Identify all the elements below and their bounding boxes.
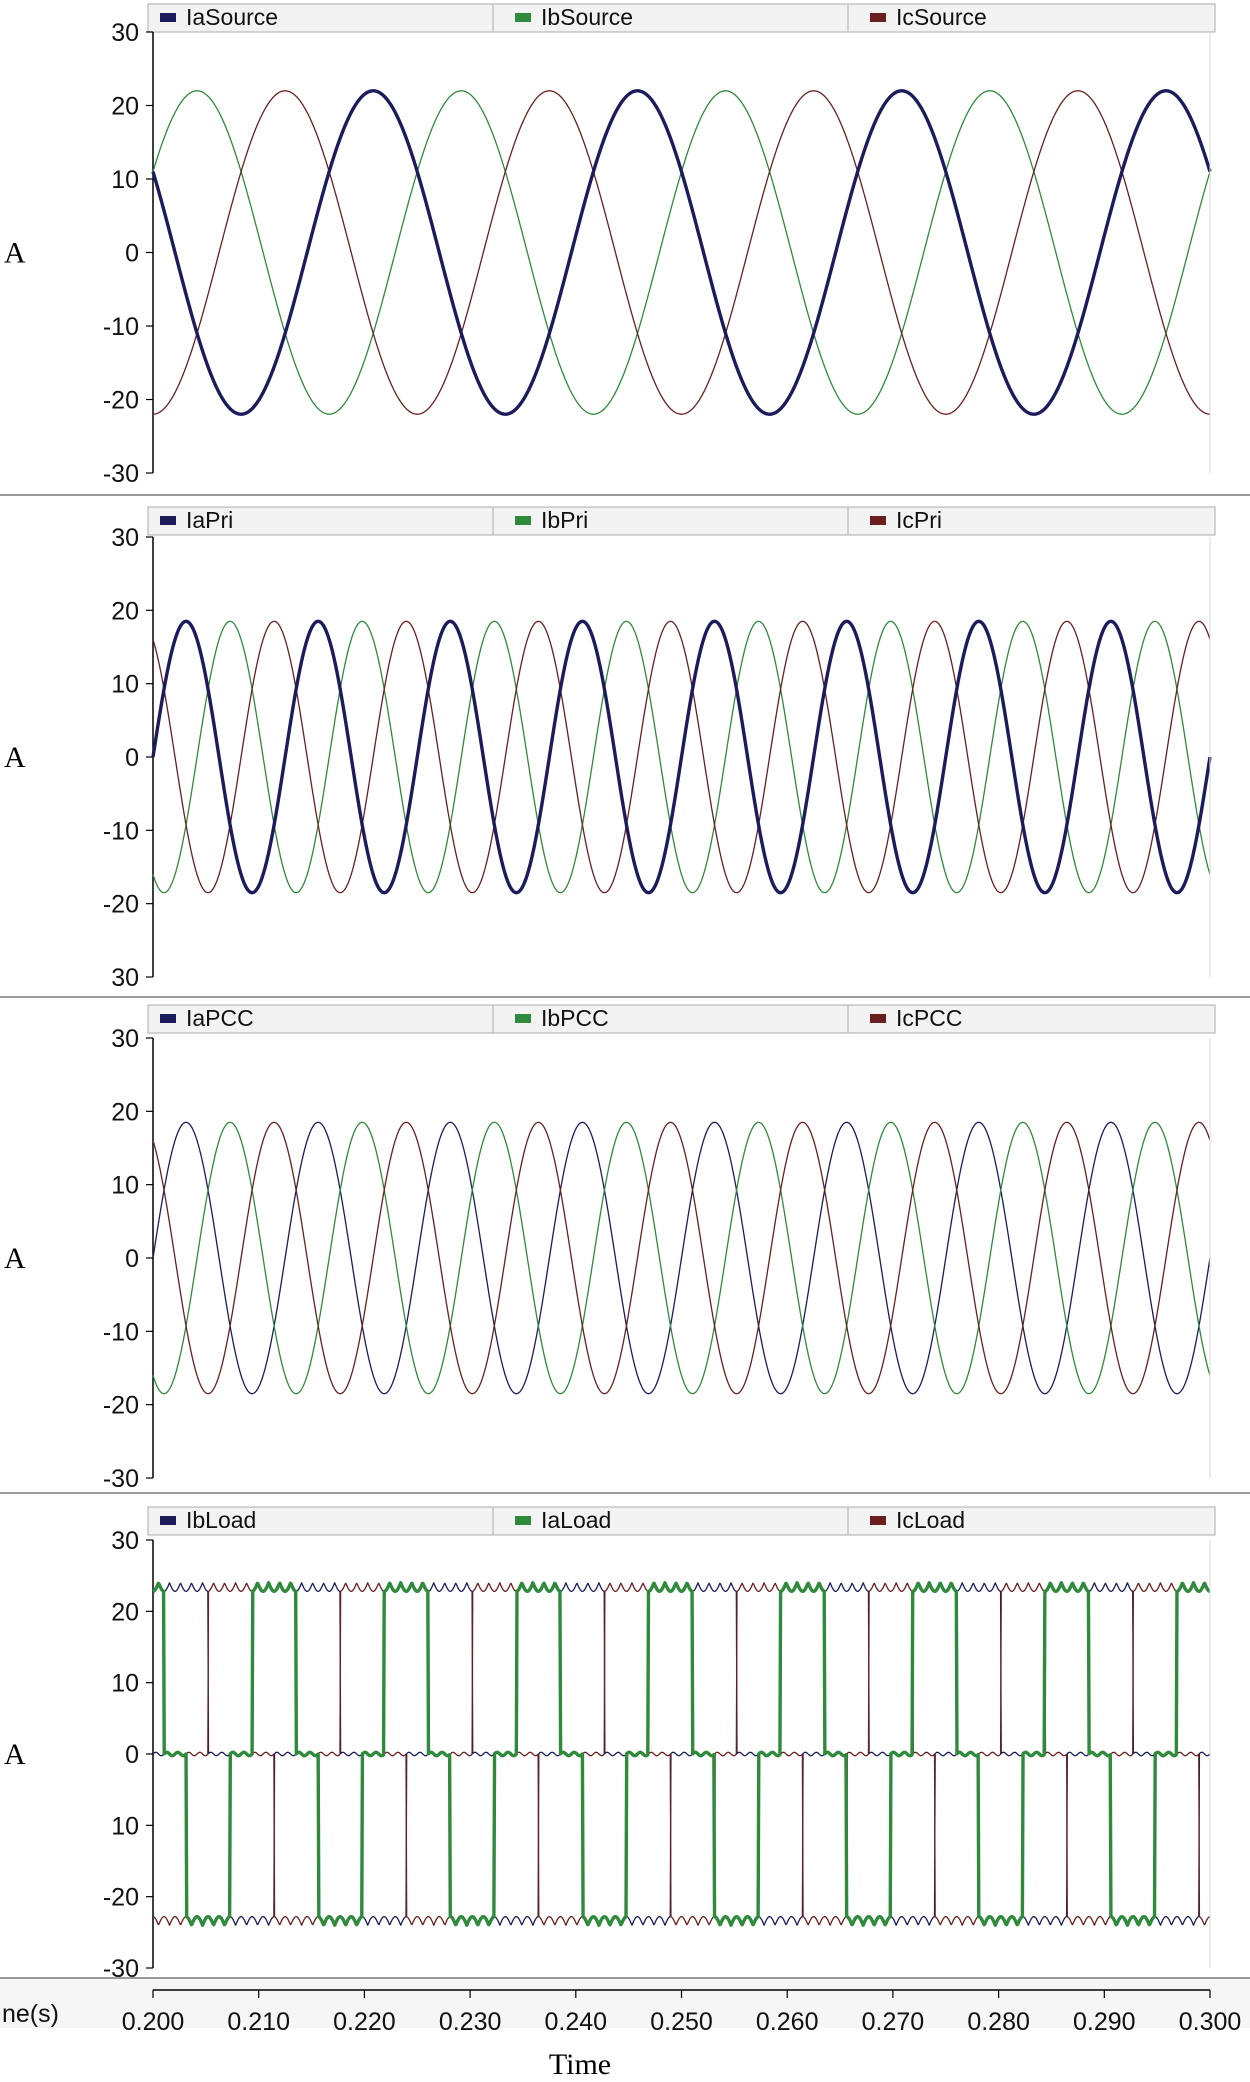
- time-axis: 0.200 0.210 0.220 0.230 0.240 0.250 0.260 0.270…: [0, 1977, 1250, 2081]
- series-line-IcLoad: [152, 1582, 1211, 1926]
- y-axis-label: A: [4, 1242, 26, 1275]
- legend-background: [147, 3, 1216, 33]
- y-tick-label: 10: [111, 166, 139, 194]
- x-tick-label: 0.280: [967, 2008, 1030, 2036]
- legend-swatch-IbPri: [515, 516, 531, 525]
- series-line-IcPri: [152, 620, 1211, 894]
- chart-panel-2: IaPri IbPri IcPri 30 20 10 0 -10 -20 30 A: [0, 506, 1250, 998]
- series-line-IbPCC: [152, 1121, 1211, 1395]
- legend-swatch-IbLoad: [160, 1516, 176, 1525]
- y-tick-label: 10: [111, 1670, 139, 1698]
- series-line-IcPCC: [152, 1121, 1211, 1395]
- legend-background: [147, 506, 1216, 536]
- legend-background: [147, 1506, 1216, 1536]
- y-tick-label: -10: [103, 313, 139, 341]
- legend-swatch-IaPri: [160, 516, 176, 525]
- y-tick-label: 0: [125, 240, 139, 268]
- legend-swatch-IaSource: [160, 13, 176, 22]
- legend-bar: IaPri IbPri IcPri: [147, 506, 1216, 536]
- x-tick-label: 0.220: [333, 2008, 396, 2036]
- y-axis-label: A: [4, 1738, 26, 1771]
- y-tick-label: 20: [111, 1098, 139, 1126]
- y-tick-label: 30: [111, 1025, 139, 1053]
- y-tick-label: -10: [103, 1318, 139, 1346]
- y-tick-label: 10: [111, 1812, 139, 1840]
- x-tick-label: 0.200: [122, 2008, 185, 2036]
- y-tick-label: 30: [111, 19, 139, 47]
- legend-swatch-IaLoad: [515, 1516, 531, 1525]
- y-tick-label: 0: [125, 1245, 139, 1273]
- legend-bar: IbLoad IaLoad IcLoad: [147, 1506, 1216, 1536]
- series-line-IaPCC: [152, 1121, 1211, 1395]
- y-tick-label: -20: [103, 387, 139, 415]
- legend-swatch-IcPri: [870, 516, 886, 525]
- series-line-IbLoad: [152, 1582, 1211, 1926]
- y-tick-label: 10: [111, 1172, 139, 1200]
- legend-label-IbLoad[interactable]: IbLoad: [186, 1507, 256, 1533]
- legend-swatch-IbSource: [515, 13, 531, 22]
- y-axis-label: A: [4, 237, 26, 270]
- x-tick-label: 0.240: [545, 2008, 608, 2036]
- legend-label-IcSource[interactable]: IcSource: [896, 4, 987, 30]
- y-tick-label: -30: [103, 460, 139, 488]
- x-tick-label: 0.260: [756, 2008, 819, 2036]
- x-tick-label: 0.250: [650, 2008, 713, 2036]
- x-unit-label: ne(s): [2, 2000, 59, 2028]
- legend-label-IaPCC[interactable]: IaPCC: [186, 1005, 254, 1031]
- x-tick-label: 0.300: [1179, 2008, 1242, 2036]
- y-axis-label: A: [4, 741, 26, 774]
- y-tick-label: -20: [103, 1884, 139, 1912]
- time-axis-background: [0, 1978, 1250, 2028]
- y-tick-label: -20: [103, 891, 139, 919]
- legend-label-IcLoad[interactable]: IcLoad: [896, 1507, 965, 1533]
- legend-label-IaSource[interactable]: IaSource: [186, 4, 278, 30]
- x-tick-label: 0.290: [1073, 2008, 1136, 2036]
- legend-label-IbPCC[interactable]: IbPCC: [541, 1005, 609, 1031]
- legend-label-IaPri[interactable]: IaPri: [186, 507, 233, 533]
- series-line-IaSource: [151, 89, 1212, 416]
- chart-panel-3: IaPCC IbPCC IcPCC 30 20 10 0 -10 -20 -30 A: [0, 1004, 1250, 1494]
- legend-swatch-IbPCC: [515, 1014, 531, 1023]
- y-tick-label: 0: [125, 744, 139, 772]
- x-tick-label: 0.230: [439, 2008, 502, 2036]
- y-tick-label: -30: [103, 1465, 139, 1493]
- chart-panel-1: IaSource IbSource IcSource 30 20 10 0 -10 -20 -30…: [0, 3, 1250, 496]
- legend-label-IbPri[interactable]: IbPri: [541, 507, 588, 533]
- legend-swatch-IcLoad: [870, 1516, 886, 1525]
- legend-label-IbSource[interactable]: IbSource: [541, 4, 633, 30]
- panels-group: IaSource IbSource IcSource 30 20 10 0 -10 -20 -30…: [0, 3, 1250, 1983]
- x-tick-label: 0.270: [862, 2008, 925, 2036]
- legend-swatch-IcPCC: [870, 1014, 886, 1023]
- series-line-IaLoad: [151, 1581, 1212, 1927]
- y-tick-label: 30: [111, 1527, 139, 1555]
- legend-label-IaLoad[interactable]: IaLoad: [541, 1507, 611, 1533]
- y-tick-label: -10: [103, 817, 139, 845]
- x-axis-title: Time: [549, 2048, 611, 2081]
- series-line-IbPri: [152, 620, 1211, 894]
- y-tick-label: -20: [103, 1392, 139, 1420]
- y-tick-label: 0: [125, 1741, 139, 1769]
- y-tick-label: 10: [111, 671, 139, 699]
- legend-bar: IaPCC IbPCC IcPCC: [147, 1004, 1216, 1034]
- y-tick-label: 30: [111, 524, 139, 552]
- series-line-IaPri: [151, 619, 1212, 895]
- y-tick-label: 20: [111, 93, 139, 121]
- y-tick-label: 20: [111, 597, 139, 625]
- legend-bar: IaSource IbSource IcSource: [147, 3, 1216, 33]
- legend-swatch-IaPCC: [160, 1014, 176, 1023]
- x-tick-label: 0.210: [227, 2008, 290, 2036]
- legend-swatch-IcSource: [870, 13, 886, 22]
- y-tick-label: 20: [111, 1598, 139, 1626]
- legend-background: [147, 1004, 1216, 1034]
- y-tick-label: 30: [111, 964, 139, 992]
- legend-label-IcPri[interactable]: IcPri: [896, 507, 942, 533]
- legend-label-IcPCC[interactable]: IcPCC: [896, 1005, 962, 1031]
